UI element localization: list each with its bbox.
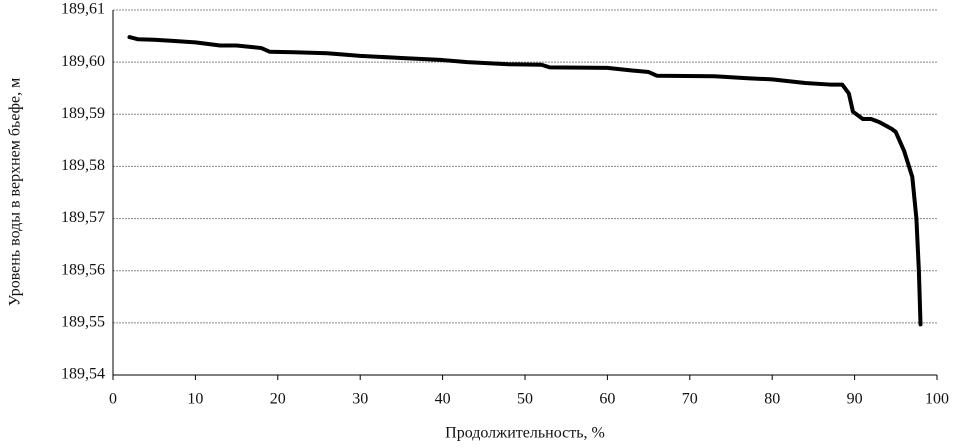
y-tick-label: 189,57 xyxy=(61,209,105,226)
x-tick-label: 50 xyxy=(517,391,533,408)
x-tick-label: 20 xyxy=(270,391,286,408)
y-tick-label: 189,54 xyxy=(61,366,105,383)
y-tick-label: 189,60 xyxy=(61,53,105,70)
x-tick-label: 10 xyxy=(187,391,203,408)
x-tick-label: 90 xyxy=(847,391,863,408)
x-tick-label: 30 xyxy=(352,391,368,408)
y-tick-label: 189,56 xyxy=(61,261,105,278)
x-axis-label: Продолжительность, % xyxy=(445,425,605,442)
x-tick-label: 0 xyxy=(109,391,117,408)
x-tick-label: 60 xyxy=(599,391,615,408)
x-tick-label: 100 xyxy=(925,391,949,408)
line xyxy=(127,35,923,327)
y-tick-label: 189,61 xyxy=(61,1,105,18)
x-tick-label: 70 xyxy=(682,391,698,408)
x-tick-label: 80 xyxy=(764,391,780,408)
y-tick-label: 189,58 xyxy=(61,157,105,174)
y-axis-label: Уровень воды в верхнем бьефе, м xyxy=(7,78,24,306)
y-tick-label: 189,55 xyxy=(61,314,105,331)
x-tick-label: 40 xyxy=(435,391,451,408)
y-tick-label: 189,59 xyxy=(61,105,105,122)
